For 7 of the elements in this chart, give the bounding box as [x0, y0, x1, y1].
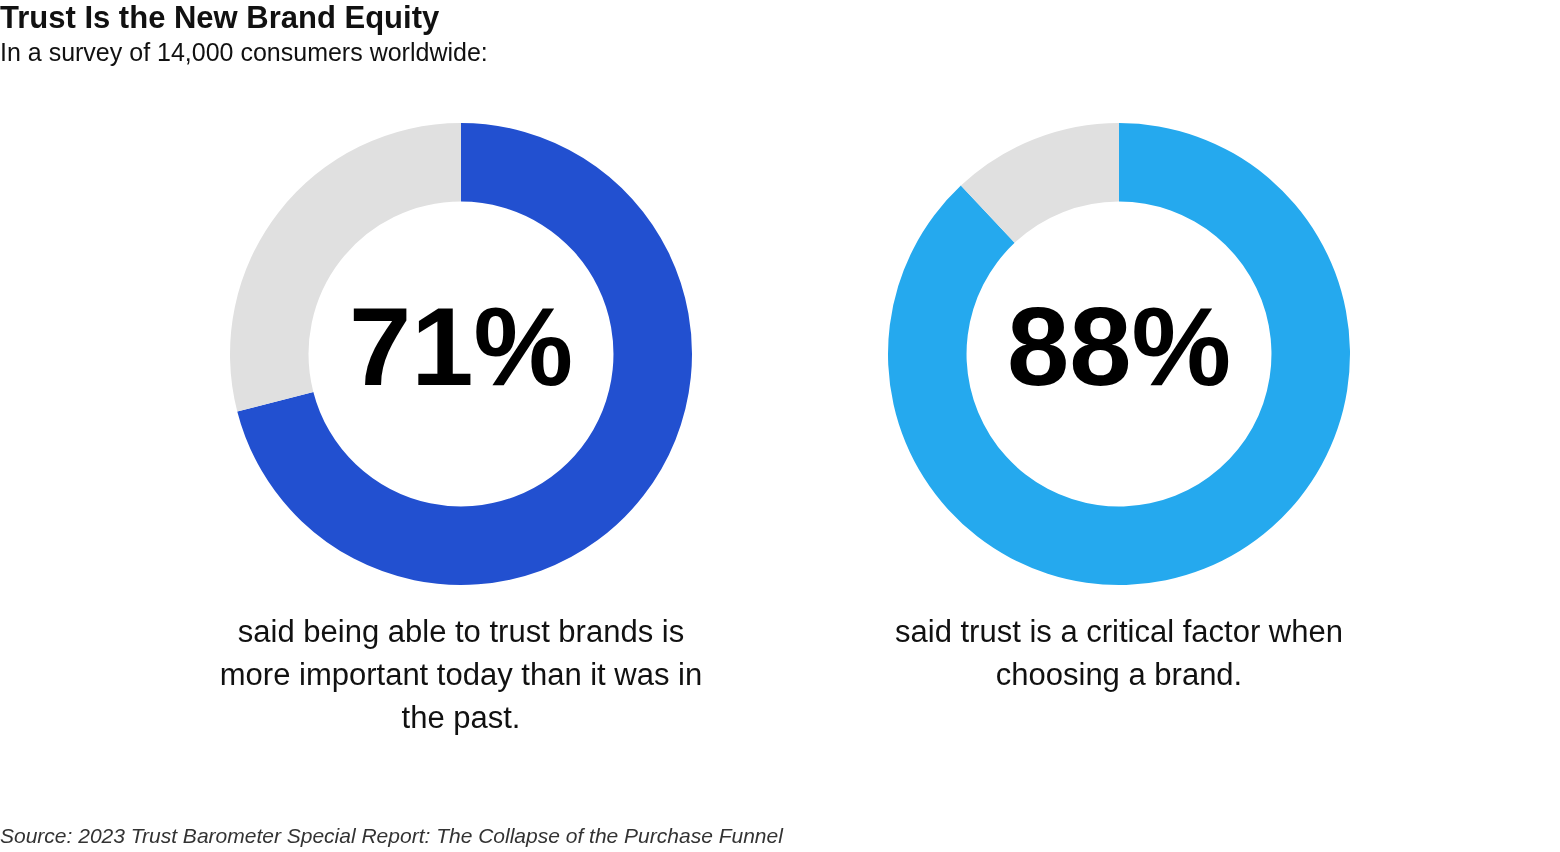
text: said trust is a critical factor when choosing a brand.	[894, 613, 1344, 694]
chart-subtitle: In a survey of 14,000 consumers worldwide:	[0, 38, 488, 67]
chart-title: Trust Is the New Brand Equity	[0, 0, 440, 36]
data-label: 88%	[1006, 283, 1232, 409]
source-note: Source: 2023 Trust Barometer Special Report: The Collapse of the Purchase Funnel	[0, 824, 783, 848]
text: said being able to trust brands is more important today than it was in the past.	[218, 613, 704, 737]
data-label: 71%	[348, 283, 574, 409]
